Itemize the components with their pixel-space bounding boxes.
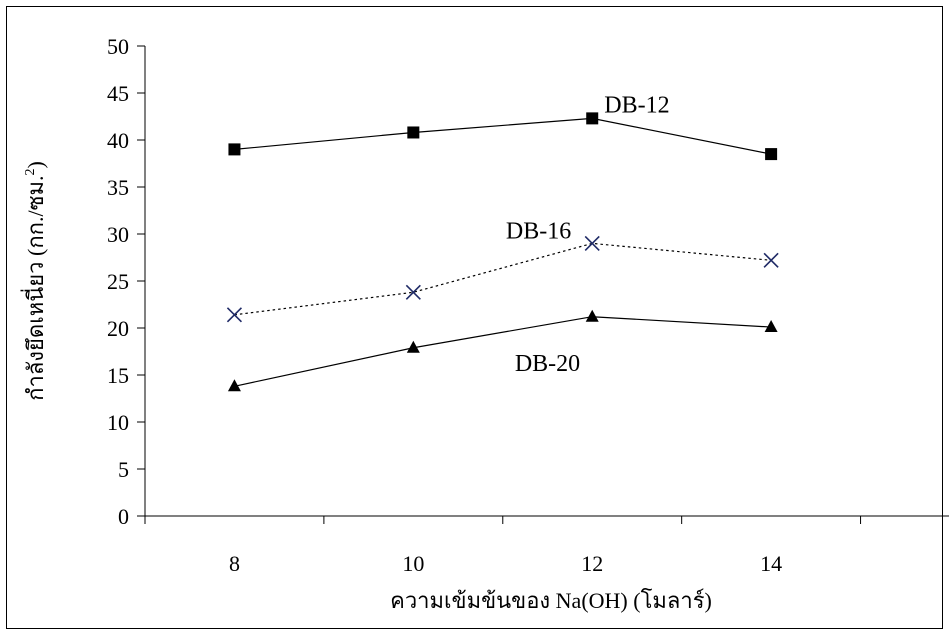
data-point-x [226,307,243,323]
y-tick-label: 0 [118,504,129,529]
series-line [234,117,772,155]
x-axis-label: ความเข้มข้นของ Na(OH) (โมลาร์) [390,588,712,613]
series-line [234,242,772,316]
series-label-db-12: DB-12 [604,93,669,119]
data-point-x [584,235,600,251]
series-db-12 [228,112,778,161]
data-point-square [586,112,599,125]
series-line [234,316,772,387]
data-point-triangle [227,379,241,392]
y-axis-label-suffix: ) [23,161,48,168]
data-point-x [763,252,779,268]
y-tick-label: 10 [107,410,129,435]
data-point-square [228,143,241,156]
x-tick-label: 8 [229,551,240,576]
data-point-x [405,284,421,300]
x-ticks: 8 10 12 14 [144,516,862,576]
y-tick-label: 40 [107,128,129,153]
x-tick-label: 14 [760,551,782,576]
x-tick-label: 10 [402,551,424,576]
y-ticks: 0 5 10 15 20 25 30 35 40 45 50 [107,34,145,529]
y-tick-label: 20 [107,316,129,341]
y-tick-label: 15 [107,363,129,388]
data-point-triangle [764,320,778,333]
y-axis-label-superscript: 2 [23,168,38,175]
y-tick-label: 30 [107,222,129,247]
data-point-triangle [585,309,599,322]
y-tick-label: 5 [118,457,129,482]
chart-frame [6,6,943,629]
y-tick-label: 45 [107,81,129,106]
data-point-triangle [406,340,420,353]
x-tick-label: 12 [581,551,603,576]
series-db-20 [227,309,778,392]
y-axis-label-main: กำลังยึดเหนี่ยว (กก./ซม. [20,175,48,400]
series-db-16 [226,235,779,323]
data-point-square [765,148,778,161]
y-tick-label: 35 [107,175,129,200]
series-label-db-16: DB-16 [506,219,571,245]
y-axis-label: กำลังยึดเหนี่ยว (กก./ซม.2) [20,161,48,401]
series-layer [226,112,779,392]
data-point-square [407,126,420,139]
series-label-db-20: DB-20 [515,351,580,377]
series-labels: DB-12 DB-16 DB-20 [506,93,670,377]
y-tick-label: 25 [107,269,129,294]
y-tick-label: 50 [107,34,129,59]
